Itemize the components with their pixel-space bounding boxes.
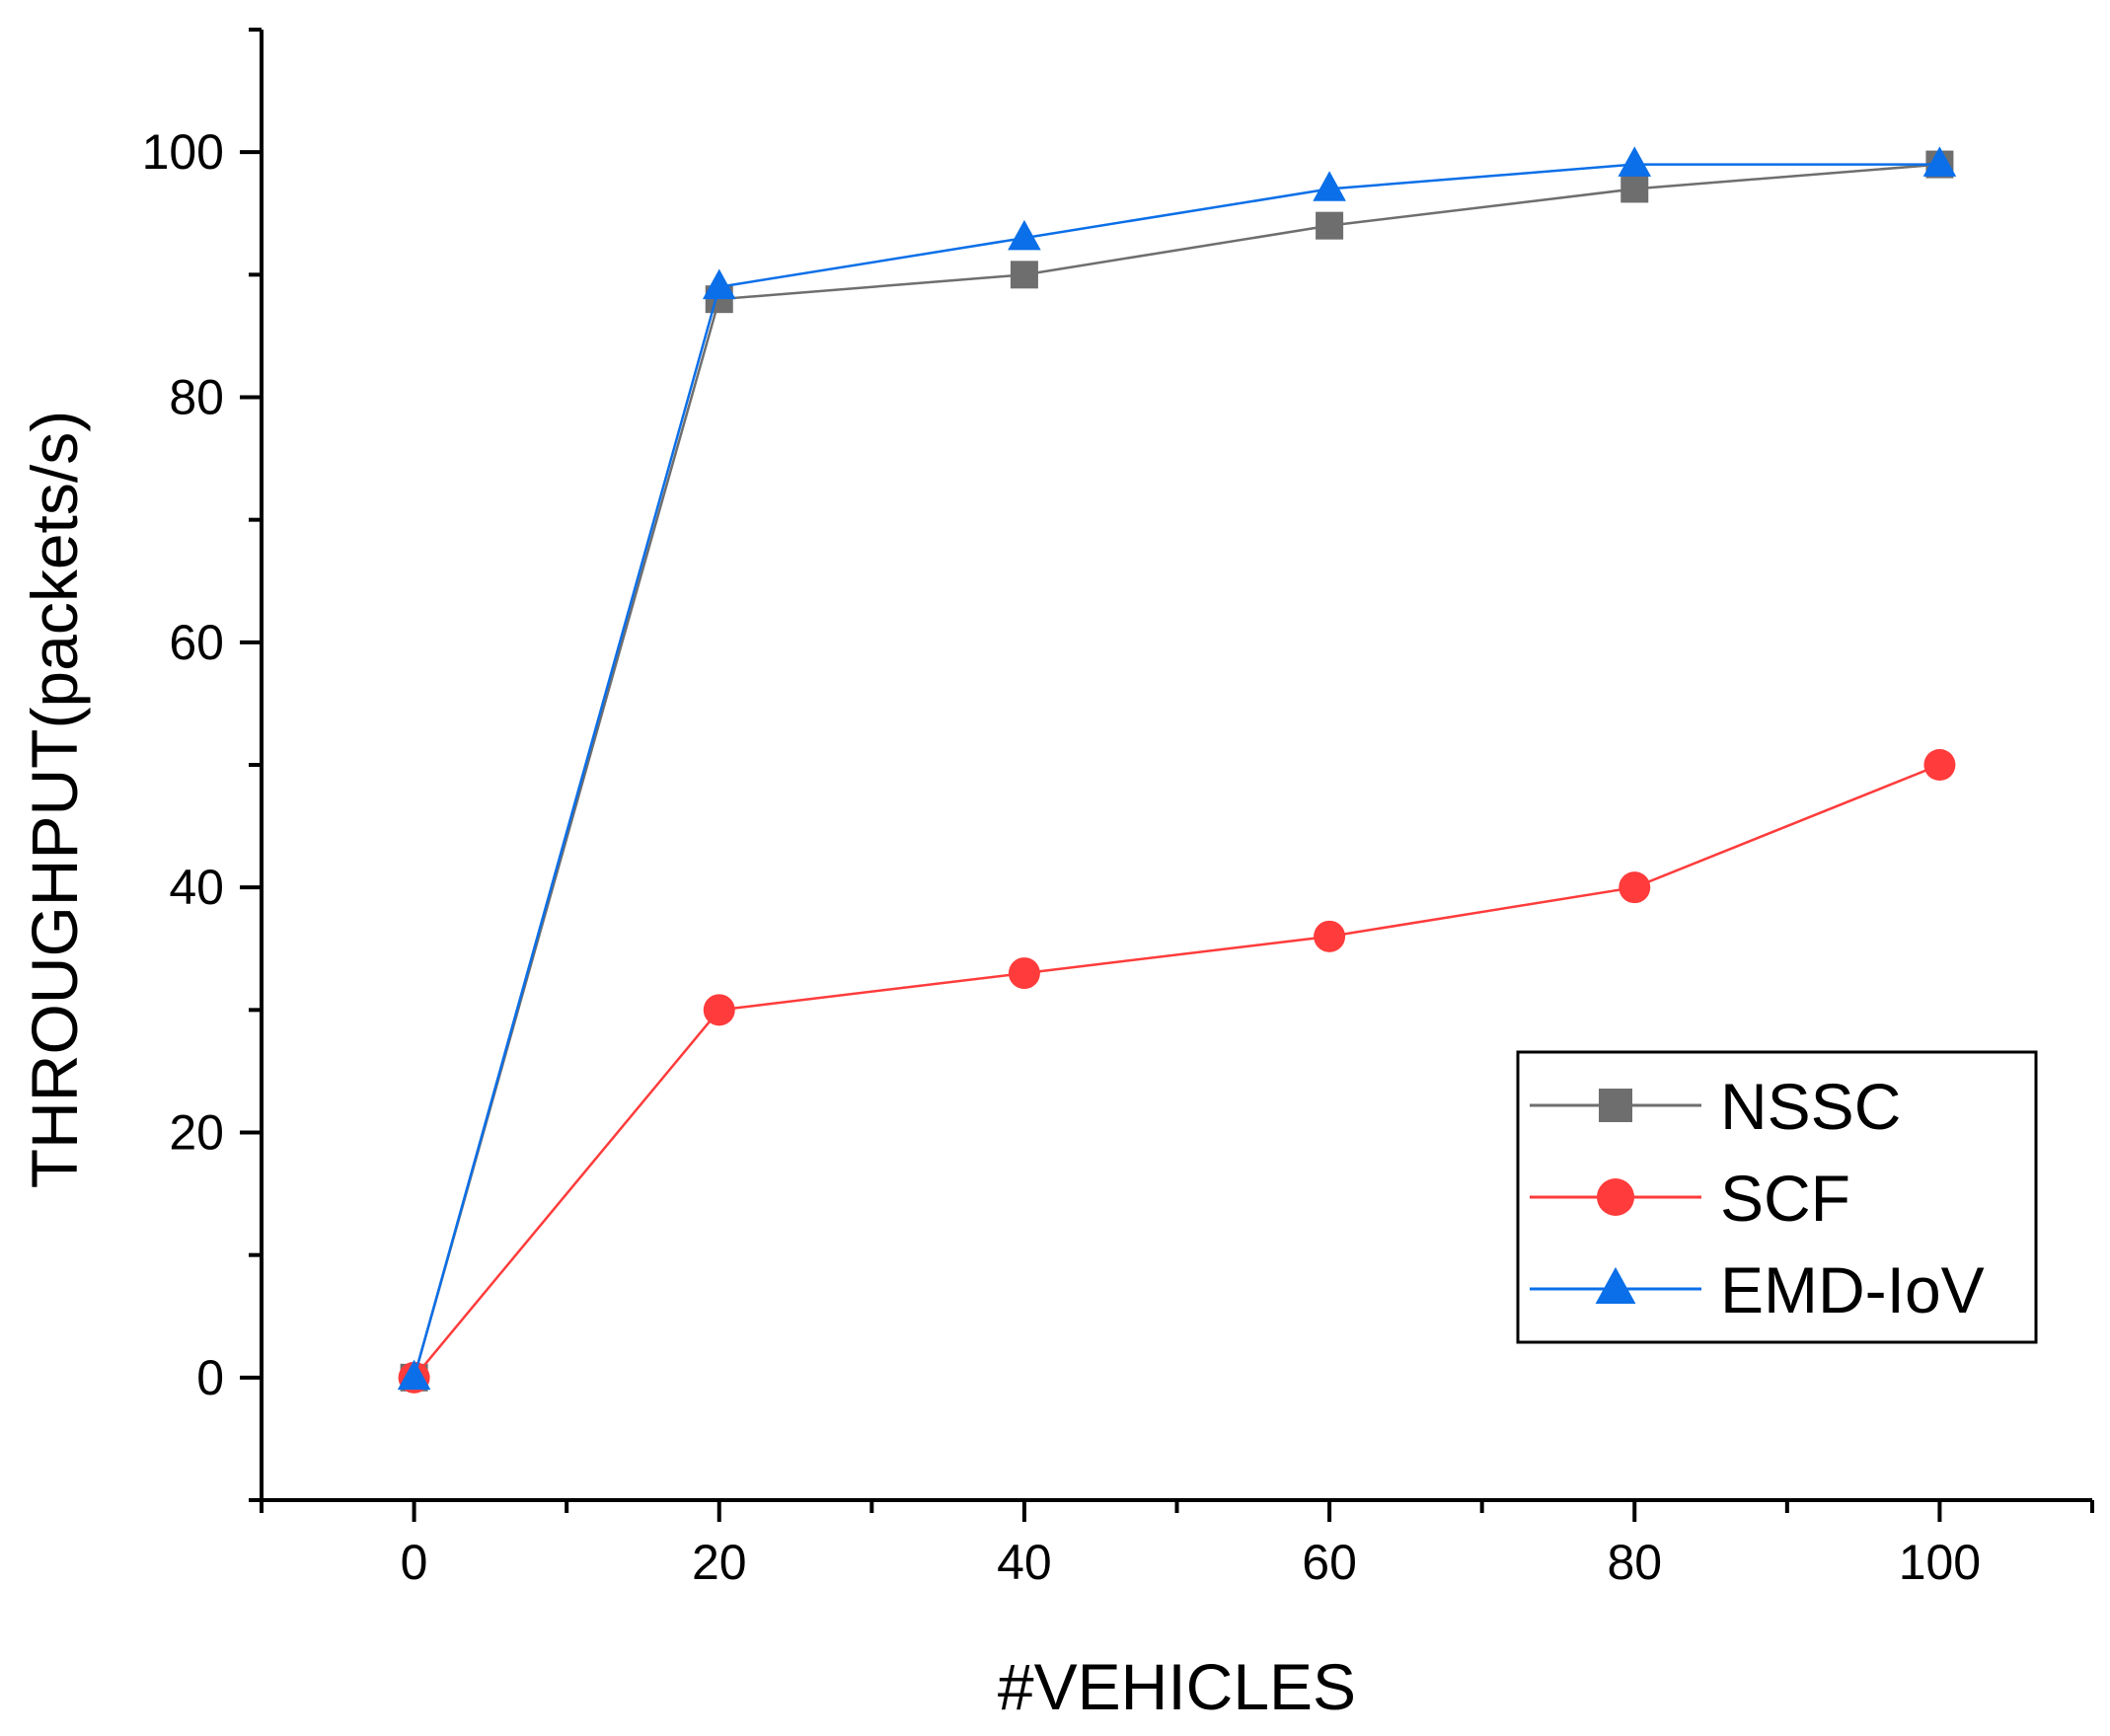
data-point-emd-iov: [1618, 146, 1652, 177]
y-axis-title: THROUGHPUT(packets/s): [18, 411, 91, 1188]
x-tick-label: 0: [401, 1535, 428, 1590]
x-tick-label: 100: [1899, 1535, 1981, 1590]
data-point-scf: [1008, 957, 1040, 990]
legend-label-emd-iov: EMD-IoV: [1720, 1253, 1985, 1326]
data-point-emd-iov: [1922, 146, 1957, 177]
legend-label-nssc: NSSC: [1720, 1070, 1901, 1143]
data-point-scf: [1923, 749, 1956, 781]
data-point-emd-iov: [397, 1359, 431, 1391]
y-tick-label: 100: [142, 124, 224, 180]
legend-marker-emd-iov: [1595, 1266, 1636, 1304]
data-point-emd-iov: [702, 268, 736, 300]
legend-marker-nssc: [1599, 1089, 1632, 1122]
series-layer: [397, 146, 1957, 1394]
y-tick-label: 60: [169, 615, 224, 670]
x-axis-title: #VEHICLES: [998, 1650, 1356, 1723]
data-point-nssc: [1620, 175, 1649, 203]
axes: 0 20 40 60 80 100 0 20 40 60 80 100: [142, 28, 2094, 1590]
y-tick-label: 20: [169, 1105, 224, 1161]
data-point-scf: [703, 994, 735, 1026]
series-emd-iov: [397, 146, 1957, 1391]
y-tick-label: 40: [169, 860, 224, 915]
y-tick-label: 80: [169, 370, 224, 425]
data-point-scf: [1619, 871, 1651, 904]
legend-marker-scf: [1597, 1178, 1634, 1216]
data-point-nssc: [1316, 211, 1344, 240]
data-point-emd-iov: [1313, 171, 1346, 201]
x-tick-label: 20: [692, 1535, 747, 1590]
series-line-emd-iov: [413, 163, 1940, 1379]
y-tick-label: 0: [196, 1350, 224, 1405]
legend-label-scf: SCF: [1720, 1162, 1850, 1235]
series-line-scf: [413, 763, 1940, 1379]
legend: NSSC SCF EMD-IoV: [1516, 1050, 2038, 1344]
data-point-nssc: [1010, 261, 1038, 289]
x-tick-label: 40: [997, 1535, 1052, 1590]
x-tick-label: 60: [1302, 1535, 1357, 1590]
series-line-nssc: [413, 163, 1940, 1379]
x-tick-label: 80: [1607, 1535, 1662, 1590]
data-point-scf: [1314, 920, 1346, 952]
data-point-emd-iov: [1008, 219, 1041, 251]
